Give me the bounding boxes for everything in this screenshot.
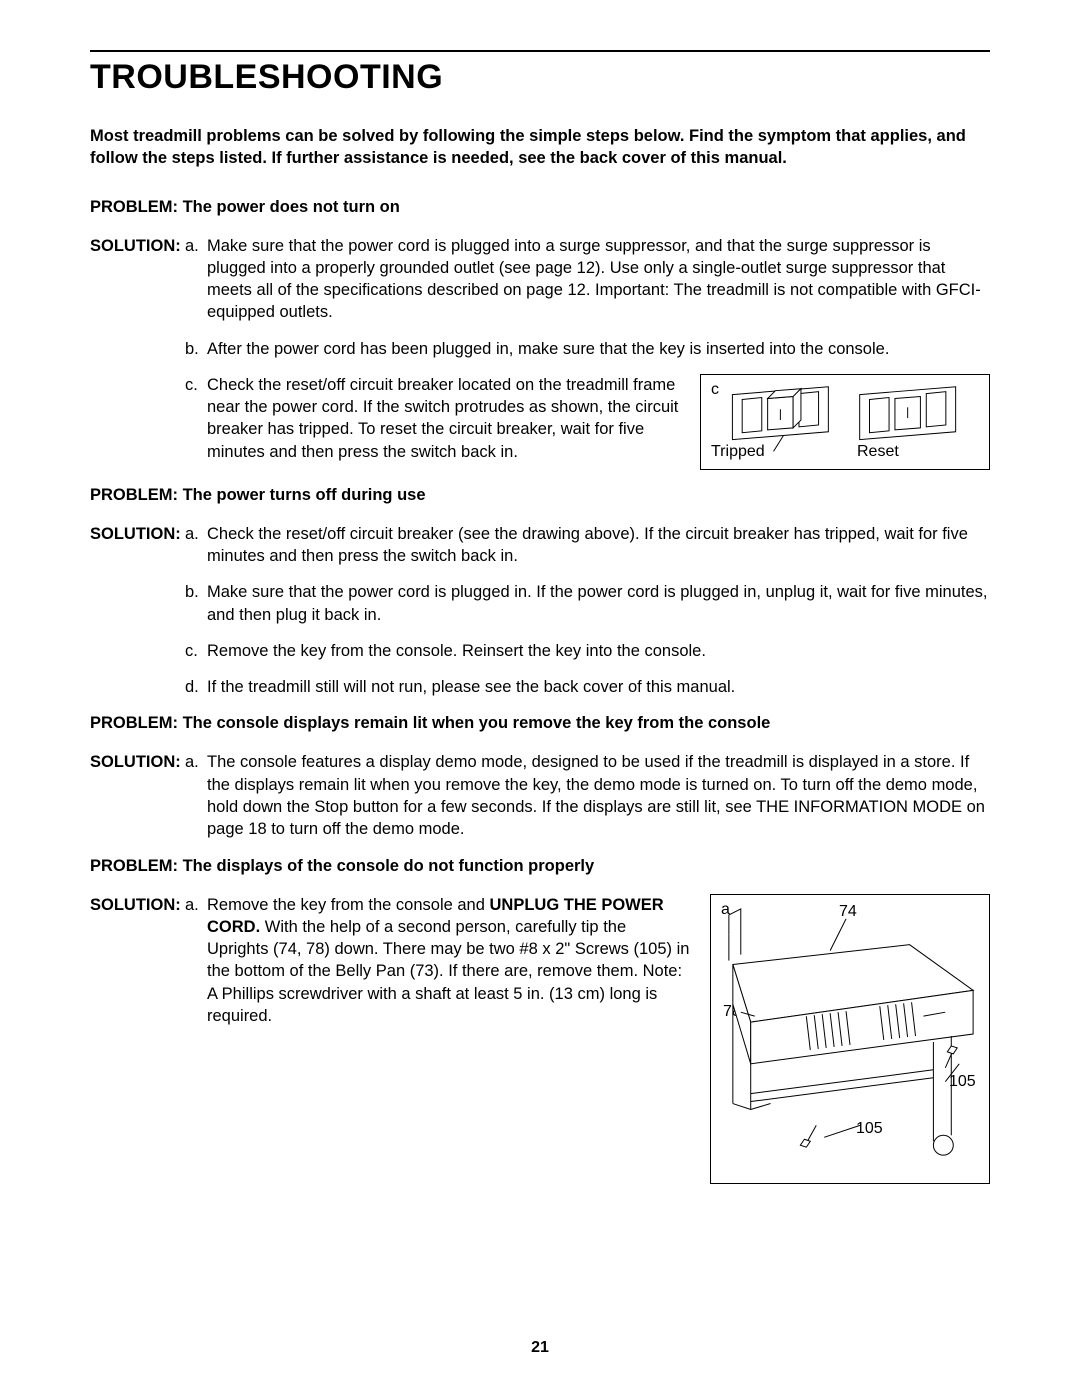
- solution-row: b. After the power cord has been plugged…: [90, 338, 990, 360]
- item-letter: d.: [185, 676, 207, 698]
- page-title: TROUBLESHOOTING: [90, 58, 990, 97]
- problem-heading-4: PROBLEM: The displays of the console do …: [90, 857, 990, 876]
- solution-row: SOLUTION: a. Make sure that the power co…: [90, 235, 990, 324]
- item-text: The console features a display demo mode…: [207, 751, 990, 840]
- solution-row: b. Make sure that the power cord is plug…: [90, 581, 990, 626]
- item-text: Remove the key from the console. Reinser…: [207, 640, 990, 662]
- item-text: If the treadmill still will not run, ple…: [207, 676, 990, 698]
- breaker-svg: [701, 375, 989, 469]
- solution-row: d. If the treadmill still will not run, …: [90, 676, 990, 698]
- item-letter: a.: [185, 523, 207, 545]
- problem-heading-2: PROBLEM: The power turns off during use: [90, 486, 990, 505]
- item-text: Check the reset/off circuit breaker loca…: [207, 374, 680, 463]
- text-pre: Remove the key from the console and: [207, 896, 489, 914]
- page-number: 21: [0, 1339, 1080, 1357]
- solution-block-2: SOLUTION: a. Check the reset/off circuit…: [90, 523, 990, 699]
- item-letter: b.: [185, 581, 207, 603]
- problem-heading-1: PROBLEM: The power does not turn on: [90, 198, 990, 217]
- solution-row: SOLUTION: a. The console features a disp…: [90, 751, 990, 840]
- item-letter: b.: [185, 338, 207, 360]
- item-letter: a.: [185, 235, 207, 257]
- solution-label: SOLUTION:: [90, 751, 185, 773]
- solution-label: SOLUTION:: [90, 523, 185, 545]
- item-text: Make sure that the power cord is plugged…: [207, 235, 990, 324]
- solution-row: SOLUTION: a. Remove the key from the con…: [90, 894, 990, 1184]
- figure-a-treadmill: a 74 78 73 105 105: [710, 894, 990, 1184]
- intro-text: Most treadmill problems can be solved by…: [90, 125, 990, 170]
- item-text: Remove the key from the console and UNPL…: [207, 894, 690, 1028]
- solution-row: SOLUTION: a. Check the reset/off circuit…: [90, 523, 990, 568]
- item-letter: a.: [185, 751, 207, 773]
- solution-row: c. Check the reset/off circuit breaker l…: [90, 374, 990, 470]
- solution-row: c. Remove the key from the console. Rein…: [90, 640, 990, 662]
- rule-top: [90, 50, 990, 52]
- item-letter: a.: [185, 894, 207, 916]
- manual-page: TROUBLESHOOTING Most treadmill problems …: [0, 0, 1080, 1397]
- solution-label: SOLUTION:: [90, 894, 185, 916]
- item-text: Check the reset/off circuit breaker (see…: [207, 523, 990, 568]
- solution-block-1: SOLUTION: a. Make sure that the power co…: [90, 235, 990, 470]
- treadmill-svg: [711, 895, 989, 1183]
- item-text: Make sure that the power cord is plugged…: [207, 581, 990, 626]
- solution-label: SOLUTION:: [90, 235, 185, 257]
- text-post: With the help of a second person, carefu…: [207, 918, 689, 1025]
- solution-block-4: SOLUTION: a. Remove the key from the con…: [90, 894, 990, 1184]
- item-letter: c.: [185, 640, 207, 662]
- item-letter: c.: [185, 374, 207, 396]
- figure-c-breaker: c Tripped Reset: [700, 374, 990, 470]
- solution-block-3: SOLUTION: a. The console features a disp…: [90, 751, 990, 840]
- item-text: After the power cord has been plugged in…: [207, 338, 990, 360]
- problem-heading-3: PROBLEM: The console displays remain lit…: [90, 714, 990, 733]
